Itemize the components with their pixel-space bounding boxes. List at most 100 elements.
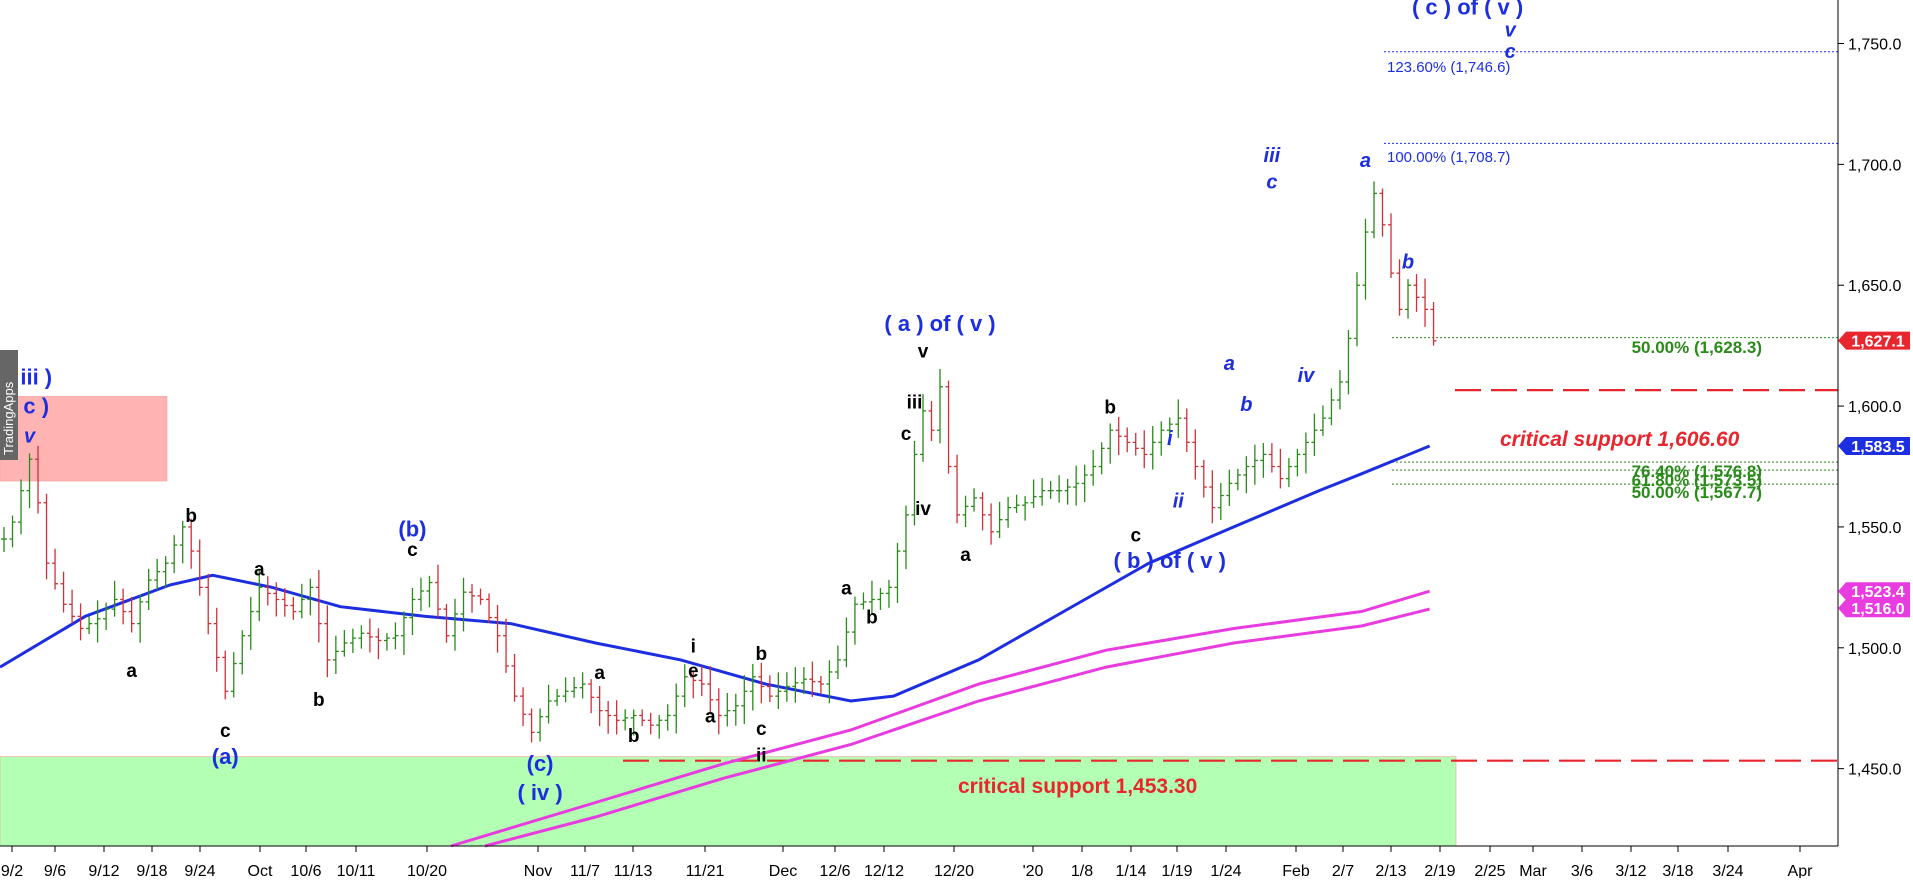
- wave-label: a: [1360, 150, 1371, 172]
- ma-magenta-line: [450, 589, 1431, 848]
- watermark-bg: [0, 350, 18, 460]
- y-tick-label: 1,550.0: [1848, 520, 1901, 537]
- x-tick-label: 10/6: [290, 863, 321, 878]
- red-resistance-zone: [0, 396, 168, 482]
- wave-label: iii: [907, 392, 923, 413]
- price-badge: 1,523.4: [1838, 582, 1910, 601]
- zones-layer: [0, 396, 1457, 847]
- x-tick-label: 9/18: [136, 863, 167, 878]
- wave-label: ( a ) of ( v ): [884, 311, 995, 336]
- x-tick-label: 1/8: [1071, 863, 1093, 878]
- wave-label: i: [1167, 428, 1173, 450]
- price-badge-bg: [1838, 599, 1910, 618]
- x-tick-label: 2/7: [1332, 863, 1354, 878]
- wave-label: a: [841, 579, 852, 600]
- price-badge-label: 1,516.0: [1851, 601, 1904, 618]
- x-tick-label: 1/24: [1210, 863, 1241, 878]
- fib-label: 100.00% (1,708.7): [1387, 149, 1510, 166]
- y-tick-label: 1,750.0: [1848, 37, 1901, 54]
- wave-label: e: [688, 661, 699, 682]
- wave-label: a: [254, 559, 265, 580]
- wave-label: ii: [1173, 491, 1185, 513]
- y-tick-label: 1,600.0: [1848, 399, 1901, 416]
- price-badge: 1,516.0: [1838, 599, 1910, 618]
- wave-label: a: [594, 663, 605, 684]
- fibonacci-layer: 123.60% (1,746.6) 100.00% (1,708.7) 50.00%…: [1384, 51, 1838, 502]
- wave-label: b: [756, 644, 768, 665]
- x-tick-label: Nov: [524, 863, 552, 878]
- support-layer: critical support 1,606.60 critical suppor…: [623, 389, 1838, 798]
- wave-label: b: [628, 726, 640, 747]
- wave-label: c: [407, 540, 418, 561]
- wave-label: (a): [212, 744, 239, 769]
- x-tick-label: 2/13: [1375, 863, 1406, 878]
- wave-label: b: [313, 690, 325, 711]
- x-tick-label: 2/25: [1474, 863, 1505, 878]
- x-tick-label: 11/21: [686, 863, 725, 878]
- wave-label: v: [24, 425, 37, 447]
- x-tick-label: Mar: [1519, 863, 1547, 878]
- wave-label: iii: [1264, 145, 1281, 167]
- wave-label: ( iv ): [517, 780, 562, 805]
- x-tick-label: 10/20: [407, 863, 447, 878]
- x-tick-label: 10/11: [337, 863, 376, 878]
- x-tick-label: 3/12: [1615, 863, 1646, 878]
- wave-label: c: [901, 424, 912, 445]
- wave-label: b: [866, 608, 878, 629]
- wave-label: v: [918, 342, 929, 363]
- y-tick-label: 1,450.0: [1848, 762, 1901, 779]
- wave-label: c: [1505, 41, 1516, 63]
- price-badge: 1,583.5: [1838, 436, 1910, 456]
- x-tick-label: 12/6: [819, 863, 850, 878]
- price-badge-label: 1,583.5: [1851, 439, 1904, 456]
- x-tick-label: Apr: [1788, 863, 1814, 878]
- green-support-zone: [0, 756, 1457, 847]
- price-badge-label: 1,523.4: [1851, 584, 1904, 601]
- wave-label: ii: [756, 745, 767, 766]
- fib-label: 123.60% (1,746.6): [1387, 59, 1510, 76]
- price-badge-bg: [1838, 436, 1910, 455]
- x-tick-label: 12/12: [864, 863, 904, 878]
- ma-blue-line: [0, 444, 1431, 703]
- x-tick-label: 12/20: [934, 863, 974, 878]
- x-tick-label: 9/24: [184, 863, 215, 878]
- x-tick-label: 9/2: [1, 863, 23, 878]
- wave-label: b: [1240, 394, 1252, 416]
- x-tick-label: '20: [1023, 863, 1044, 878]
- x-tick-label: Dec: [769, 863, 797, 878]
- x-tick-label: 3/18: [1662, 863, 1693, 878]
- support-label: critical support 1,606.60: [1500, 428, 1740, 451]
- fib-label: 61.80% (1,573.5): [1632, 471, 1762, 490]
- price-badge-bg: [1838, 331, 1910, 350]
- watermark-layer: TradingApps: [0, 350, 18, 460]
- x-tick-label: 11/7: [570, 863, 600, 878]
- y-tick-label: 1,700.0: [1848, 157, 1901, 174]
- ma-magenta-line: [484, 607, 1430, 848]
- watermark-text: TradingApps: [1, 381, 16, 455]
- fib-label: 50.00% (1,628.3): [1632, 338, 1762, 357]
- wave-label: c: [1130, 525, 1141, 546]
- price-badge: 1,627.1: [1838, 331, 1910, 351]
- wave-label: a: [1224, 353, 1235, 375]
- x-tick-label: 3/6: [1571, 863, 1593, 878]
- wave-label: c: [1266, 172, 1277, 194]
- wave-label: b: [1104, 397, 1116, 418]
- y-tick-label: 1,650.0: [1848, 278, 1901, 295]
- candles-layer: [1, 181, 1437, 743]
- wave-label: v: [1505, 19, 1518, 41]
- x-tick-label: 1/14: [1115, 863, 1146, 878]
- price-badge-label: 1,627.1: [1851, 334, 1904, 351]
- wave-label: ( c ) of ( v ): [1412, 0, 1523, 20]
- wave-label: (b): [398, 517, 426, 542]
- wave-label: a: [705, 707, 716, 728]
- fib-label: 50.00% (1,567.7): [1632, 483, 1762, 502]
- wave-label: i: [691, 637, 696, 658]
- wave-label: a: [960, 545, 971, 566]
- wave-label: b: [185, 506, 197, 527]
- x-tick-label: 9/6: [44, 863, 66, 878]
- x-tick-label: 11/13: [614, 863, 653, 878]
